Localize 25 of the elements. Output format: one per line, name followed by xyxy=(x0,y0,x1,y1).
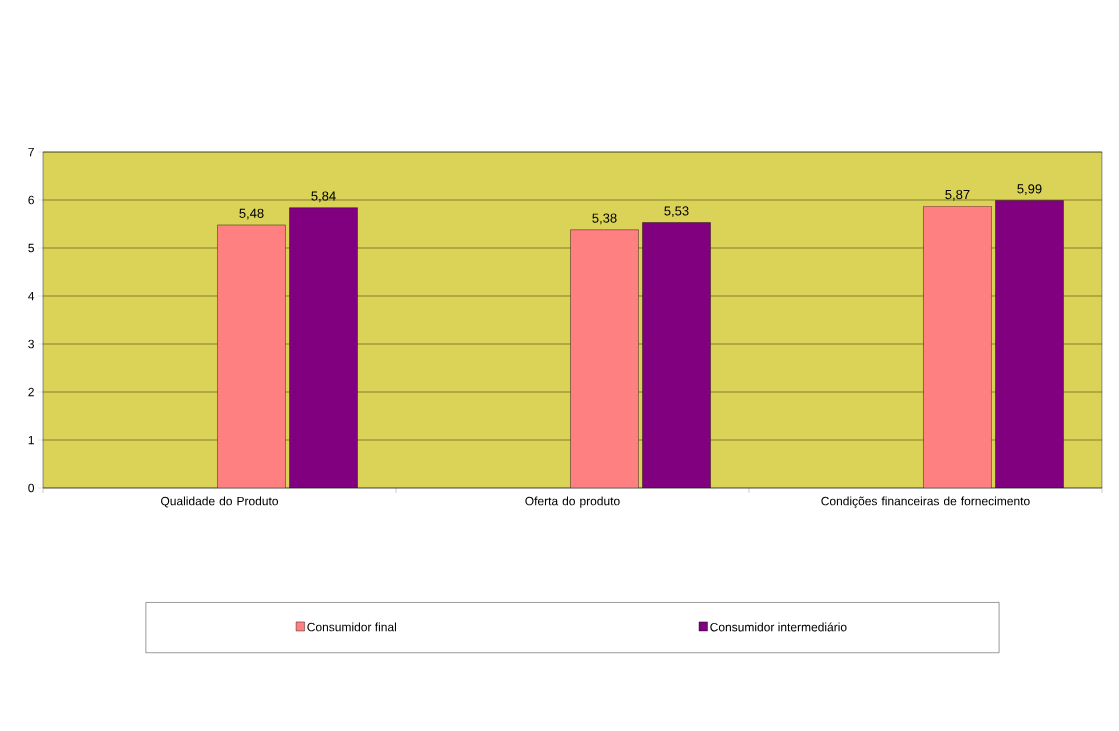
data-label: 5,53 xyxy=(664,206,689,218)
bar xyxy=(570,229,639,488)
bar xyxy=(289,207,358,488)
legend-label: Consumidor final xyxy=(307,622,396,632)
y-tick-label: 1 xyxy=(28,435,34,445)
x-tick-label: Condições financeiras de fornecimento xyxy=(821,496,1030,508)
y-tick-label: 0 xyxy=(28,483,35,493)
y-tick-label: 3 xyxy=(28,339,34,349)
x-tick-label: Oferta do produto xyxy=(525,496,620,508)
data-label: 5,48 xyxy=(239,208,264,220)
legend-label: Consumidor intermediário xyxy=(710,622,847,632)
data-label: 5,38 xyxy=(592,213,617,225)
data-label: 5,84 xyxy=(311,191,336,203)
bar xyxy=(217,224,286,488)
y-tick-label: 7 xyxy=(28,147,34,157)
y-tick-label: 5 xyxy=(28,243,34,253)
data-label: 5,87 xyxy=(945,189,970,201)
y-tick-label: 6 xyxy=(28,195,34,205)
bar xyxy=(923,206,992,488)
x-tick-label: Qualidade do Produto xyxy=(161,496,279,508)
y-tick-label: 2 xyxy=(28,387,34,397)
y-tick-label: 4 xyxy=(28,291,35,301)
bar xyxy=(642,222,711,488)
bar xyxy=(995,200,1064,488)
data-label: 5,99 xyxy=(1017,184,1042,195)
